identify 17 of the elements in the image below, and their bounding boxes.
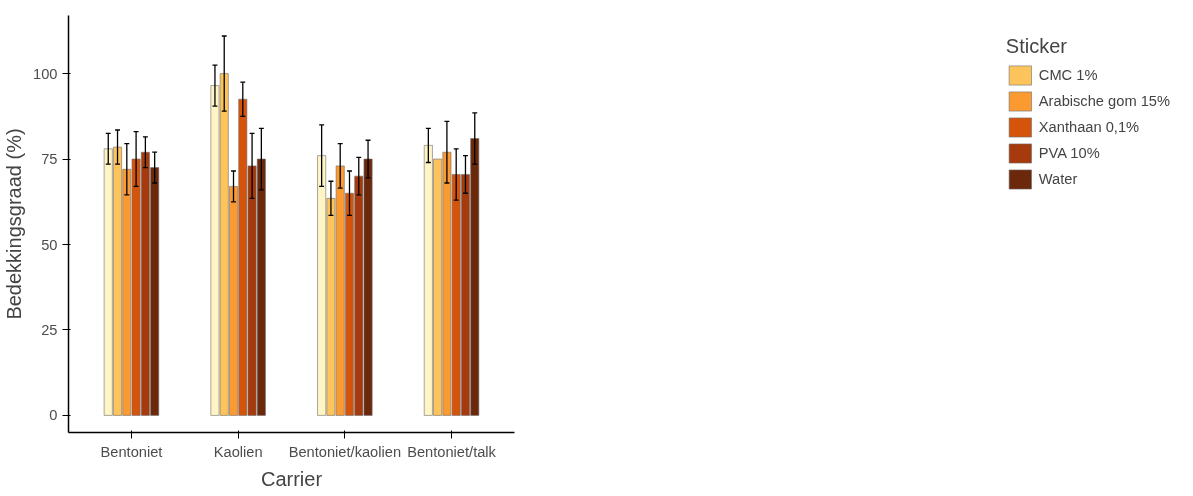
x-tick-label: Bentoniet/talk xyxy=(407,443,497,460)
legend-label: Arabische gom 15% xyxy=(1038,93,1170,109)
legend-label: Xanthaan 0,1% xyxy=(1038,119,1140,135)
y-tick-label: 100 xyxy=(33,65,58,82)
y-tick-label: 50 xyxy=(41,236,58,253)
y-tick-label: 25 xyxy=(41,321,58,338)
legend-title: Sticker xyxy=(1005,35,1068,58)
x-tick-label: Bentoniet/kaolien xyxy=(288,443,402,460)
legend-label: CMC 1% xyxy=(1038,67,1098,83)
x-tick-label: Bentoniet xyxy=(100,443,163,460)
legend-label: PVA 10% xyxy=(1038,145,1100,161)
x-tick-label: Kaolien xyxy=(213,443,263,460)
y-tick-label: 75 xyxy=(41,151,58,168)
y-tick-label: 0 xyxy=(49,407,58,424)
y-axis-title: Bedekkingsgraad (%) xyxy=(3,128,26,320)
legend-label: Water xyxy=(1038,171,1078,187)
x-axis-title: Carrier xyxy=(260,467,323,490)
